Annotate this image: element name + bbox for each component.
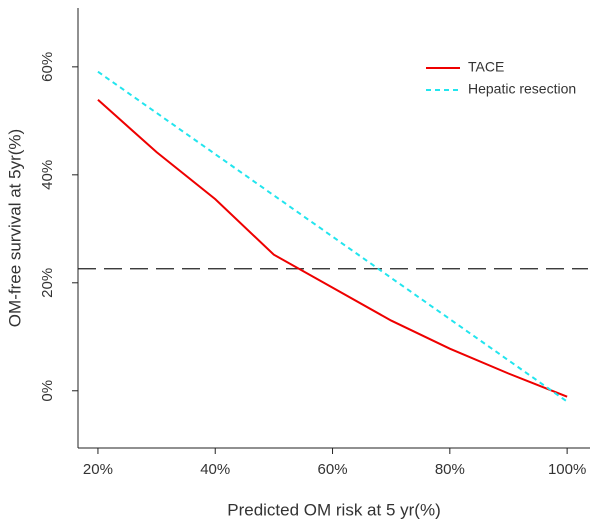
x-tick-label: 100% [548, 461, 586, 478]
y-tick-label: 60% [39, 52, 56, 82]
x-tick-label: 20% [83, 461, 113, 478]
line [97, 99, 568, 398]
legend-label: TACE [468, 59, 504, 75]
y-tick-label: 40% [39, 160, 56, 190]
x-tick-label: 80% [435, 461, 465, 478]
x-tick-label: 60% [318, 461, 348, 478]
legend-label: Hepatic resection [468, 81, 576, 97]
y-tick-label: 0% [39, 380, 56, 402]
y-tick-label: 20% [39, 268, 56, 298]
x-tick-label: 40% [200, 461, 230, 478]
x-axis-label: Predicted OM risk at 5 yr(%) [227, 500, 441, 519]
line [97, 70, 568, 403]
y-axis-label: OM-free survival at 5yr(%) [5, 129, 24, 327]
